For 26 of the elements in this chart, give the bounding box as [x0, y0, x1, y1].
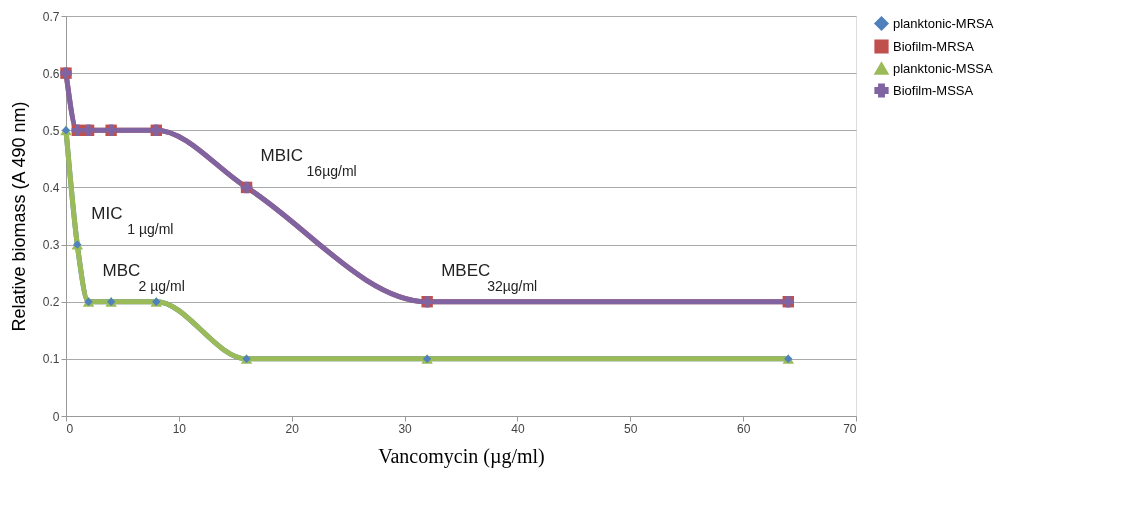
y-tick-label: 0.1 [42, 352, 60, 367]
y-tick-label: 0.5 [42, 123, 60, 138]
legend-label: planktonic-MRSA [893, 15, 994, 31]
annotation: MBIC 16µg/ml [260, 146, 357, 180]
y-tick-label: 0 [52, 409, 60, 424]
y-tick-label: 0.2 [42, 295, 60, 310]
y-tick-label: 0.7 [42, 9, 60, 24]
legend-label: Biofilm-MSSA [893, 82, 974, 98]
x-tick-label: 70 [843, 421, 857, 436]
legend-label: Biofilm-MRSA [893, 38, 975, 54]
y-tick-label: 0.6 [42, 66, 60, 81]
x-tick-label: 0 [66, 421, 74, 436]
x-axis-title: Vancomycin (µg/ml) [378, 444, 545, 468]
legend-label: planktonic-MSSA [893, 60, 994, 76]
y-tick-label: 0.4 [42, 180, 60, 195]
annotation: MBEC 32µg/ml [441, 260, 538, 294]
x-tick-label: 30 [398, 421, 413, 436]
x-tick-label: 60 [736, 421, 751, 436]
x-tick-label: 40 [511, 421, 525, 436]
x-tick-label: 20 [285, 421, 300, 436]
x-tick-label: 50 [624, 421, 638, 436]
annotation: MBC 2 µg/ml [102, 260, 185, 294]
annotation: MIC 1 µg/ml [91, 203, 174, 237]
x-tick-label: 10 [172, 421, 187, 436]
y-tick-label: 0.3 [42, 238, 60, 253]
y-axis-title: Relative biomass (A 490 nm) [8, 101, 29, 332]
